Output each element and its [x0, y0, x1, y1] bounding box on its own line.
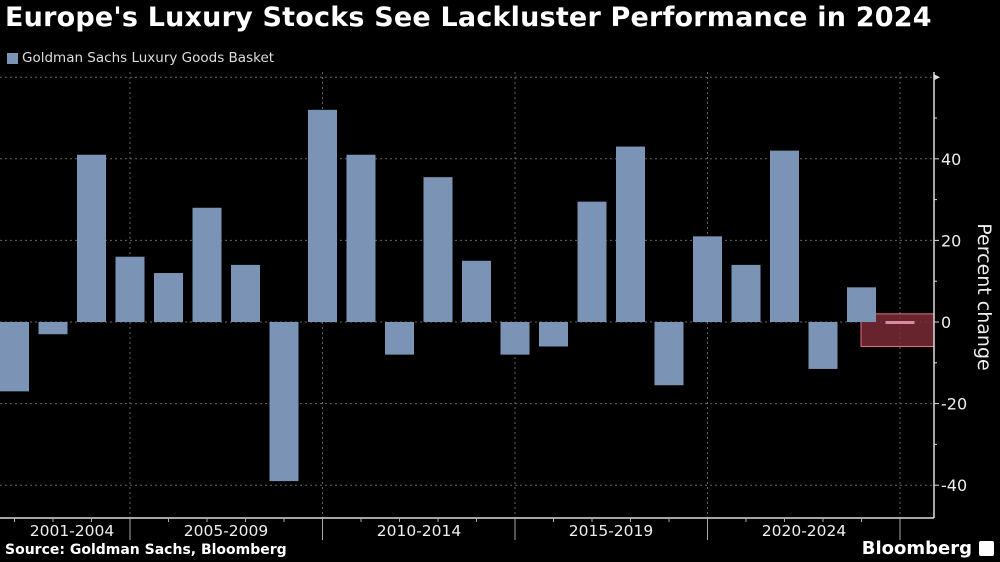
bar-2002	[38, 322, 68, 335]
y-tick-label: -40	[941, 476, 967, 495]
bar-2004	[115, 256, 145, 322]
bar-2013	[462, 260, 491, 322]
bar-2012	[423, 177, 453, 322]
bar-2005	[154, 273, 183, 322]
bar-2019	[693, 236, 722, 322]
legend-swatch	[7, 52, 18, 64]
x-period-label: 2020-2024	[762, 522, 847, 540]
y-axis-label: Percent change	[973, 223, 995, 370]
bar-2006	[192, 207, 222, 322]
bar-2009	[308, 109, 337, 322]
bloomberg-logo: Bloomberg	[861, 538, 972, 559]
y-tick-label: 40	[941, 150, 961, 169]
x-period-label: 2005-2009	[184, 522, 269, 540]
bar-2007	[231, 264, 260, 322]
bar-2022	[808, 322, 838, 369]
bar-2018	[654, 322, 684, 386]
chart-title: Europe's Luxury Stocks See Lackluster Pe…	[5, 2, 932, 33]
bar-2011	[385, 322, 414, 355]
y-tick-label: 0	[941, 313, 951, 332]
chart-icon	[979, 541, 994, 556]
legend-label: Goldman Sachs Luxury Goods Basket	[22, 50, 275, 66]
legend: Goldman Sachs Luxury Goods Basket	[7, 50, 274, 66]
bar-2008	[269, 322, 299, 482]
bar-2020	[731, 264, 761, 322]
bar-2010	[346, 154, 376, 322]
x-period-label: 2001-2004	[30, 522, 115, 540]
bar-2023	[847, 287, 876, 322]
bar-2003	[77, 154, 106, 322]
bar-2016	[577, 201, 607, 322]
source-note: Source: Goldman Sachs, Bloomberg	[5, 542, 287, 558]
bar-2021	[770, 150, 799, 322]
bar-2001	[0, 322, 29, 392]
y-tick-label: -20	[941, 395, 967, 414]
x-period-label: 2015-2019	[569, 522, 654, 540]
bar-2024	[885, 321, 915, 324]
highlight-box	[860, 313, 935, 347]
bar-2014	[500, 322, 530, 355]
bar-2015	[539, 322, 568, 347]
x-period-label: 2010-2014	[377, 522, 462, 540]
y-axis-max-marker	[934, 74, 940, 81]
y-tick-label: 20	[941, 231, 961, 250]
bar-2017	[616, 146, 645, 322]
